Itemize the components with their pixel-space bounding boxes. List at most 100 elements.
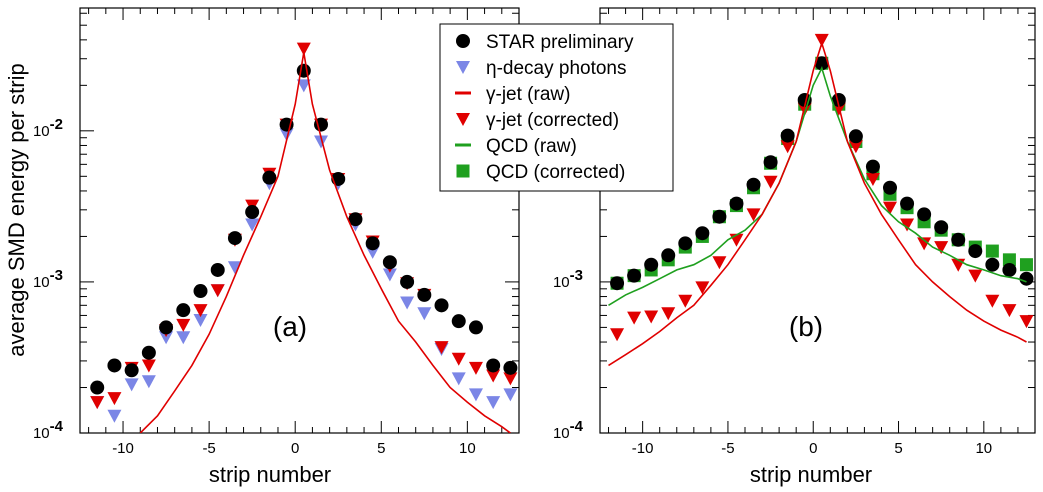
jet-corrected-a-point-24 [503,372,518,386]
star-preliminary-a-point-2 [124,363,139,378]
legend-label-qcd_corr: QCD (corrected) [486,162,625,183]
decay-photons-a-point-8 [227,261,242,275]
star-preliminary-b-point-5 [695,226,710,241]
star-preliminary-a-point-8 [227,231,242,246]
x-tick-label-b-0: -10 [632,440,654,457]
x-axis-label-a: strip number [209,462,331,487]
star-preliminary-a-point-15 [348,212,363,227]
star-preliminary-a-point-21 [451,314,466,329]
decay-photons-a-point-3 [141,375,156,389]
jet-corrected-b-point-9 [763,175,778,189]
star-preliminary-b-point-13 [831,92,846,107]
panel-label-b: (b) [789,311,823,342]
jet-corrected-b-point-0 [610,328,625,342]
jet-corrected-a-point-6 [193,304,208,318]
jet-corrected-b-point-14 [848,140,863,154]
jet-corrected-b-point-1 [627,311,642,325]
decay-photons-a-point-12 [296,79,311,93]
star-preliminary-a-point-16 [365,236,380,251]
star-preliminary-a-point-12 [296,63,311,78]
star-preliminary-b-point-8 [746,177,761,192]
jet-corrected-b-point-12 [814,33,829,47]
decay-photons-a-point-17 [382,268,397,282]
star-preliminary-b-point-1 [627,268,642,283]
star-preliminary-a-point-3 [141,345,156,360]
jet-corrected-a-point-5 [176,318,191,332]
legend-label-gj_raw: γ-jet (raw) [486,84,570,105]
jet-corrected-b-point-2 [644,310,659,324]
decay-photons-a-point-19 [417,307,432,321]
star-preliminary-a-point-10 [262,170,277,185]
decay-photons-a-point-6 [193,313,208,327]
plot-frame-b [599,7,1036,434]
jet-corrected-b-point-3 [661,307,676,321]
star-preliminary-b-point-3 [661,248,676,263]
star-preliminary-a-point-9 [245,205,260,220]
legend-label-eta: η-decay photons [486,58,627,79]
jet-corrected-b-point-15 [865,172,880,186]
jet-corrected-a-point-12 [296,42,311,56]
y-axis-label: average SMD energy per strip [4,63,29,356]
y-tick-label-a-0: 10-4 [33,418,64,442]
y-tick-label-b-1: 10-3 [553,267,583,291]
star-preliminary-b-point-6 [712,209,727,224]
decay-photons-a-point-21 [451,372,466,386]
legend: STAR preliminary η-decay photons γ-jet (ra… [439,23,674,192]
star-preliminary-a-point-4 [159,320,174,335]
jet-corrected-b-point-5 [695,281,710,295]
jet-raw-b-line [608,40,1027,367]
x-tick-label-b-3: 5 [894,440,902,457]
legend-label-qcd_raw: QCD (raw) [486,136,577,157]
x-tick-label-a-1: -5 [202,440,215,457]
star-preliminary-a-point-23 [486,358,501,373]
panel-label-a: (a) [273,311,307,342]
legend-label-star: STAR preliminary [486,32,634,53]
legend-marker-star-point-0 [456,34,470,48]
x-tick-label-a-2: 0 [291,440,299,457]
legend-box [439,23,674,192]
y-tick-label-a-1: 10-3 [33,267,63,291]
jet-corrected-b-point-24 [1019,315,1034,329]
star-preliminary-a-point-5 [176,303,191,318]
star-preliminary-a-point-18 [400,274,415,289]
star-preliminary-b-point-12 [814,56,829,71]
plot-frame-a [79,7,520,434]
star-preliminary-b-point-0 [610,276,625,291]
star-preliminary-b-point-19 [934,220,949,235]
jet-corrected-a-point-3 [141,359,156,373]
x-tick-label-b-4: 10 [975,440,992,457]
star-preliminary-a-point-24 [503,360,518,375]
jet-raw-a-line [139,52,511,433]
star-preliminary-b-point-21 [968,244,983,259]
decay-photons-a-point-11 [279,128,294,142]
star-preliminary-b-point-4 [678,236,693,251]
decay-photons-a-point-24 [503,388,518,402]
x-tick-label-a-4: 10 [459,440,476,457]
star-preliminary-a-point-1 [107,358,122,373]
jet-corrected-a-point-21 [451,352,466,366]
decay-photons-a-point-18 [400,296,415,310]
star-preliminary-b-point-15 [865,159,880,174]
jet-corrected-a-point-1 [107,392,122,406]
star-preliminary-b-point-16 [883,180,897,195]
star-preliminary-a-point-6 [193,284,208,299]
star-preliminary-b-point-14 [848,129,863,144]
star-preliminary-a-point-0 [90,380,105,395]
decay-photons-a-point-23 [486,396,501,410]
star-preliminary-a-point-17 [382,255,397,270]
jet-corrected-b-point-23 [1002,304,1017,318]
star-preliminary-b-point-20 [951,232,966,247]
jet-corrected-a-point-7 [210,284,225,298]
star-preliminary-b-point-17 [900,196,915,211]
x-tick-label-a-0: -10 [112,440,134,457]
star-preliminary-b-point-18 [917,207,932,222]
star-preliminary-b-point-24 [1019,271,1034,286]
jet-corrected-b-point-21 [968,269,983,283]
decay-photons-a-point-1 [107,409,122,423]
y-tick-label-a-2: 10-2 [33,116,63,140]
jet-corrected-a-point-0 [90,396,105,410]
star-preliminary-b-point-7 [729,196,744,211]
decay-photons-a-point-2 [124,378,139,392]
jet-corrected-b-point-22 [985,294,1000,308]
